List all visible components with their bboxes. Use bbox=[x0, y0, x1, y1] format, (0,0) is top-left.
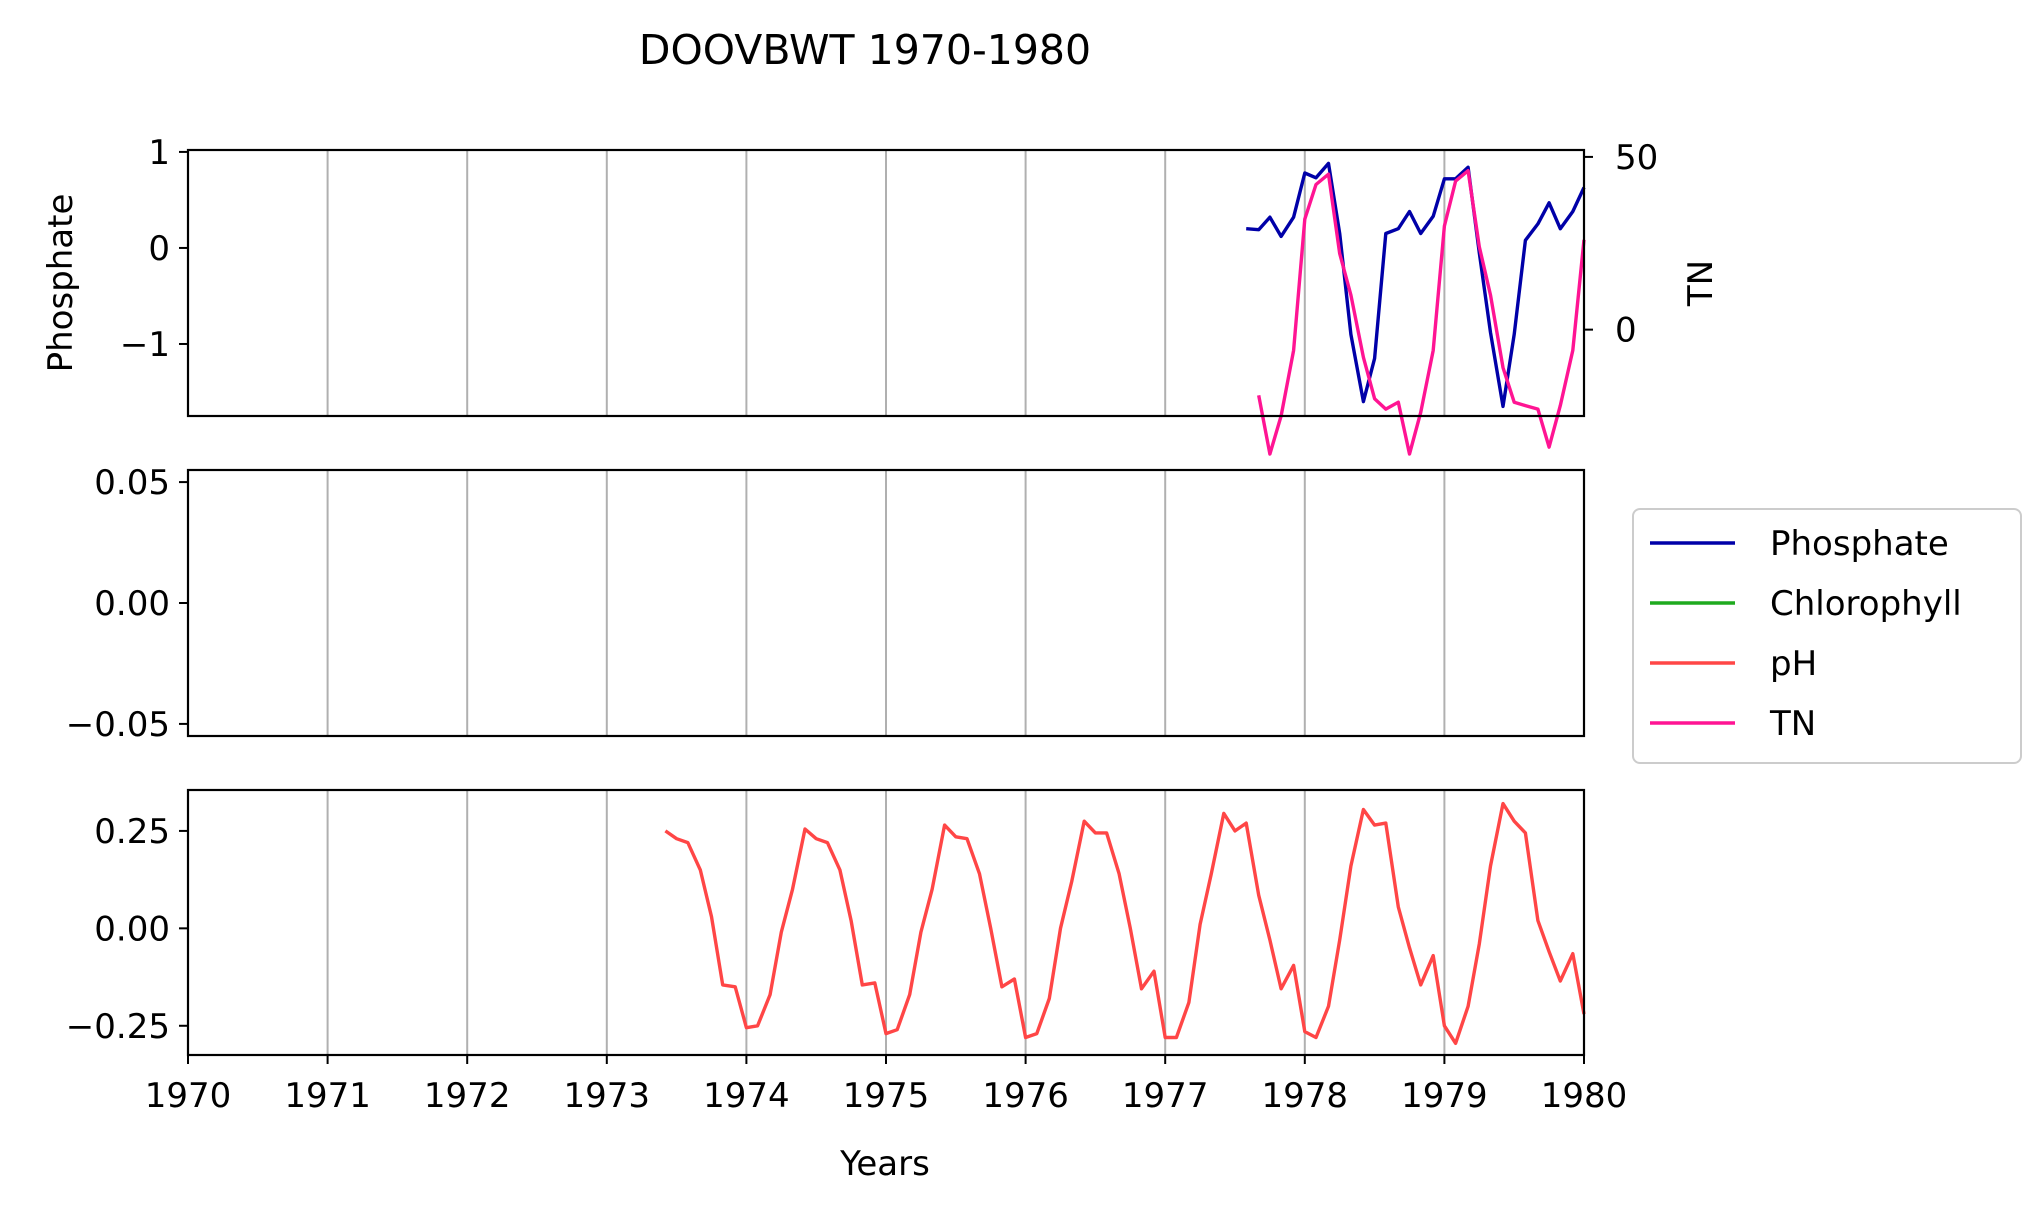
x-tick-label: 1975 bbox=[843, 1076, 930, 1116]
y-tick-label: 0.25 bbox=[94, 812, 170, 852]
x-tick-label: 1970 bbox=[145, 1076, 232, 1116]
panel-3: 0.25 0.00 −0.25 1970 1971 1972 1973 1974 1975 197… bbox=[66, 788, 1628, 1116]
y-tick-label: −0.05 bbox=[66, 705, 170, 745]
y-tick-label: 0.00 bbox=[94, 584, 170, 624]
panel-1: 1 0 −1 Phosphate 50 0 TN bbox=[41, 133, 1721, 456]
y-tick-label: 0.00 bbox=[94, 909, 170, 949]
x-tick-label: 1979 bbox=[1401, 1076, 1488, 1116]
y-tick-label: −0.25 bbox=[66, 1007, 170, 1047]
y2-tick-label: 50 bbox=[1615, 138, 1658, 178]
legend: Phosphate Chlorophyll pH TN bbox=[1632, 508, 2022, 764]
y-tick-label: 0.05 bbox=[94, 463, 170, 503]
x-tick-label: 1978 bbox=[1262, 1076, 1349, 1116]
series-line-ph bbox=[664, 801, 1586, 1046]
y-tick-label: 0 bbox=[148, 229, 170, 269]
legend-label: Phosphate bbox=[1770, 524, 1949, 564]
y2-axis-title: TN bbox=[1681, 260, 1721, 307]
y-tick-label: 1 bbox=[148, 133, 170, 173]
x-tick-label: 1976 bbox=[982, 1076, 1069, 1116]
panel-frame bbox=[186, 148, 1586, 418]
x-tick-label: 1974 bbox=[703, 1076, 790, 1116]
chart-title: DOOVBWT 1970-1980 bbox=[639, 26, 1091, 74]
x-tick-label: 1973 bbox=[564, 1076, 651, 1116]
x-tick-label: 1977 bbox=[1122, 1076, 1209, 1116]
series-line-tn bbox=[1257, 168, 1586, 456]
panel-2: 0.05 0.00 −0.05 bbox=[66, 463, 1586, 745]
legend-box bbox=[1632, 508, 2022, 764]
legend-label: TN bbox=[1769, 704, 1816, 744]
legend-label: pH bbox=[1770, 644, 1817, 684]
series-line-phosphate bbox=[1246, 161, 1586, 409]
y-axis-title: Phosphate bbox=[41, 194, 81, 373]
legend-label: Chlorophyll bbox=[1770, 584, 1962, 624]
x-tick-label: 1971 bbox=[284, 1076, 371, 1116]
y2-tick-label: 0 bbox=[1615, 311, 1637, 351]
x-axis-title: Years bbox=[839, 1144, 930, 1184]
x-tick-label: 1980 bbox=[1541, 1076, 1628, 1116]
x-tick-label: 1972 bbox=[424, 1076, 511, 1116]
plot-panels: 1 0 −1 Phosphate 50 0 TN 0.05 0.00 −0.05 0.25 0.00 −… bbox=[41, 133, 1721, 1116]
y-tick-label: −1 bbox=[120, 325, 170, 365]
